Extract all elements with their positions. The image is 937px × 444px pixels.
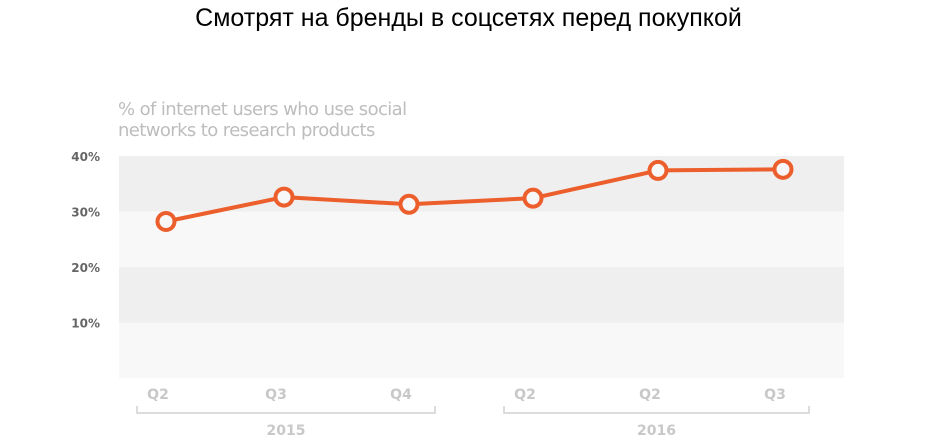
x-tick-label: Q4	[390, 387, 412, 403]
chart-title: Смотрят на бренды в соцсетях перед покуп…	[195, 4, 742, 32]
y-tick-label: 30%	[71, 206, 100, 220]
x-tick-label: Q2	[514, 387, 536, 403]
group-label: 2016	[637, 423, 676, 439]
data-point	[155, 210, 177, 232]
group-bracket	[503, 406, 810, 414]
data-point	[522, 187, 544, 209]
y-tick-label: 40%	[71, 150, 100, 164]
y-tick-label: 10%	[71, 317, 100, 331]
x-tick-label: Q2	[147, 387, 169, 403]
grid-band	[119, 322, 844, 378]
data-point	[647, 159, 669, 181]
data-point	[273, 186, 295, 208]
y-tick-label: 20%	[71, 261, 100, 275]
grid-band	[119, 211, 844, 267]
group-label: 2015	[267, 423, 306, 439]
grid-band	[119, 156, 844, 212]
chart-subtitle: % of internet users who use social netwo…	[118, 99, 407, 141]
x-tick-label: Q3	[764, 387, 786, 403]
series-line	[165, 167, 784, 224]
grid-band	[119, 267, 844, 323]
data-point	[398, 193, 420, 215]
group-bracket	[136, 406, 436, 414]
x-tick-label: Q3	[265, 387, 287, 403]
x-tick-label: Q2	[639, 387, 661, 403]
data-point	[772, 158, 794, 180]
